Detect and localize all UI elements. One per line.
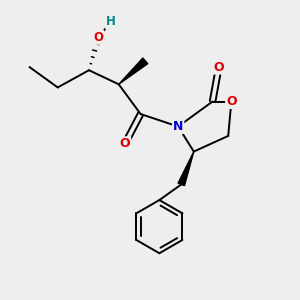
Polygon shape: [178, 152, 194, 186]
Text: O: O: [214, 61, 224, 74]
Polygon shape: [119, 58, 148, 84]
Text: O: O: [226, 95, 237, 108]
Text: O: O: [120, 137, 130, 150]
Text: O: O: [93, 31, 103, 44]
Text: N: N: [173, 120, 183, 133]
Text: H: H: [106, 15, 116, 28]
